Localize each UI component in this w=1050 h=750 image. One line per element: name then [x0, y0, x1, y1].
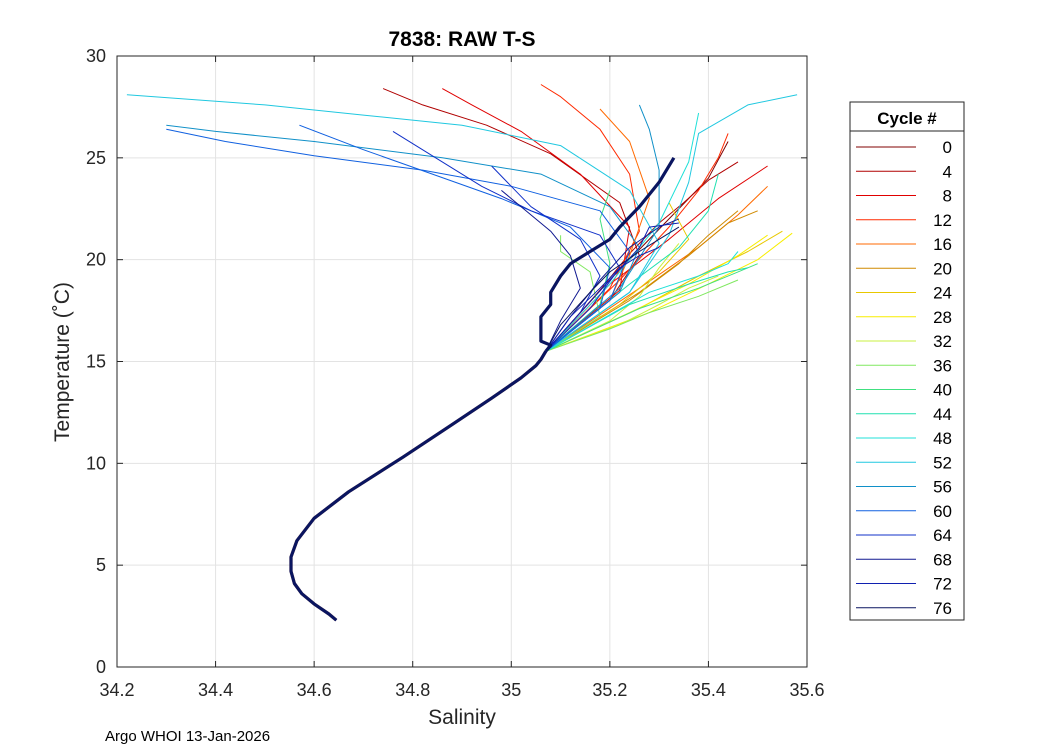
- series-line-cycle-20: [545, 210, 739, 352]
- legend-label: 28: [933, 308, 952, 327]
- x-tick-label: 34.2: [99, 680, 134, 700]
- x-axis-label: Salinity: [428, 706, 496, 729]
- legend-label: 68: [933, 550, 952, 569]
- series-line-cycle-76: [539, 156, 676, 353]
- y-tick-label: 0: [96, 657, 106, 677]
- y-axis-label: Temperature (˚C): [51, 282, 74, 442]
- y-tick-label: 5: [96, 555, 106, 575]
- axis-ticks: 34.2 34.4 34.6 34.8 35 35.2 35.4 35.6 0 5 10 15 20 25…: [86, 46, 825, 700]
- legend-label: 20: [933, 259, 952, 278]
- series-line-cycle-10: [540, 84, 640, 352]
- legend-label: 52: [933, 453, 952, 472]
- legend-label: 32: [933, 332, 952, 351]
- legend-box: [849, 101, 965, 621]
- legend-label: 72: [933, 575, 952, 594]
- series-line-cycle-40: [545, 263, 758, 352]
- series-lines: [126, 84, 798, 622]
- legend-label: 48: [933, 429, 952, 448]
- x-tick-label: 35.4: [691, 680, 726, 700]
- series-line-cycle-8: [442, 88, 631, 352]
- series-line-cycle-52: [545, 94, 798, 352]
- legend-label: 40: [933, 381, 952, 400]
- series-line-cycle-36: [545, 279, 739, 352]
- legend-label: 8: [943, 187, 952, 206]
- series-line-cycle-34: [545, 235, 601, 352]
- legend-label: 60: [933, 502, 952, 521]
- series-line-cycle-12: [545, 133, 729, 352]
- series-line-cycle-60: [299, 124, 611, 352]
- series-line-cycle-54: [545, 104, 660, 352]
- series-line-cycle-62: [392, 130, 621, 352]
- legend-label: 16: [933, 235, 952, 254]
- footer-credit: Argo WHOI 13-Jan-2026: [105, 728, 270, 745]
- legend-label: 44: [933, 405, 952, 424]
- series-line-cycle-50: [126, 94, 660, 352]
- series-line-cycle-56: [166, 124, 640, 352]
- x-tick-label: 34.4: [198, 680, 233, 700]
- series-line-cycle-42: [545, 267, 749, 352]
- legend-label: 64: [933, 526, 952, 545]
- x-tick-label: 35.6: [789, 680, 824, 700]
- y-tick-label: 25: [86, 148, 106, 168]
- series-line-cycle-38: [545, 190, 611, 352]
- deep-profile-underlay: [289, 350, 548, 622]
- legend-label: 24: [933, 284, 952, 303]
- legend-title: Cycle #: [877, 109, 937, 128]
- legend-label: 56: [933, 478, 952, 497]
- y-tick-label: 30: [86, 46, 106, 66]
- legend-label: 36: [933, 356, 952, 375]
- series-line-cycle-16: [545, 185, 768, 352]
- y-tick-label: 20: [86, 250, 106, 270]
- legend-label: 12: [933, 211, 952, 230]
- y-tick-label: 15: [86, 352, 106, 372]
- x-tick-label: 34.8: [395, 680, 430, 700]
- legend-label: 0: [943, 138, 952, 157]
- legend: Cycle # 04812162024283236404448525660646…: [849, 101, 965, 621]
- series-line-cycle-72: [545, 246, 660, 352]
- legend-label: 4: [943, 162, 952, 181]
- deep-profile-line: [289, 350, 547, 622]
- y-tick-label: 10: [86, 453, 106, 473]
- series-line-cycle-74: [545, 226, 680, 352]
- series-line-cycle-66: [501, 190, 581, 352]
- x-tick-label: 34.6: [297, 680, 332, 700]
- series-line-cycle-30: [545, 243, 680, 352]
- series-line-cycle-70: [545, 222, 679, 352]
- series-line-cycle-46: [545, 251, 739, 352]
- legend-label: 76: [933, 599, 952, 618]
- x-tick-label: 35: [501, 680, 521, 700]
- chart-title: 7838: RAW T-S: [388, 28, 535, 51]
- x-tick-label: 35.2: [592, 680, 627, 700]
- grid: [116, 55, 808, 668]
- latest-cycle-deep-line: [289, 350, 548, 622]
